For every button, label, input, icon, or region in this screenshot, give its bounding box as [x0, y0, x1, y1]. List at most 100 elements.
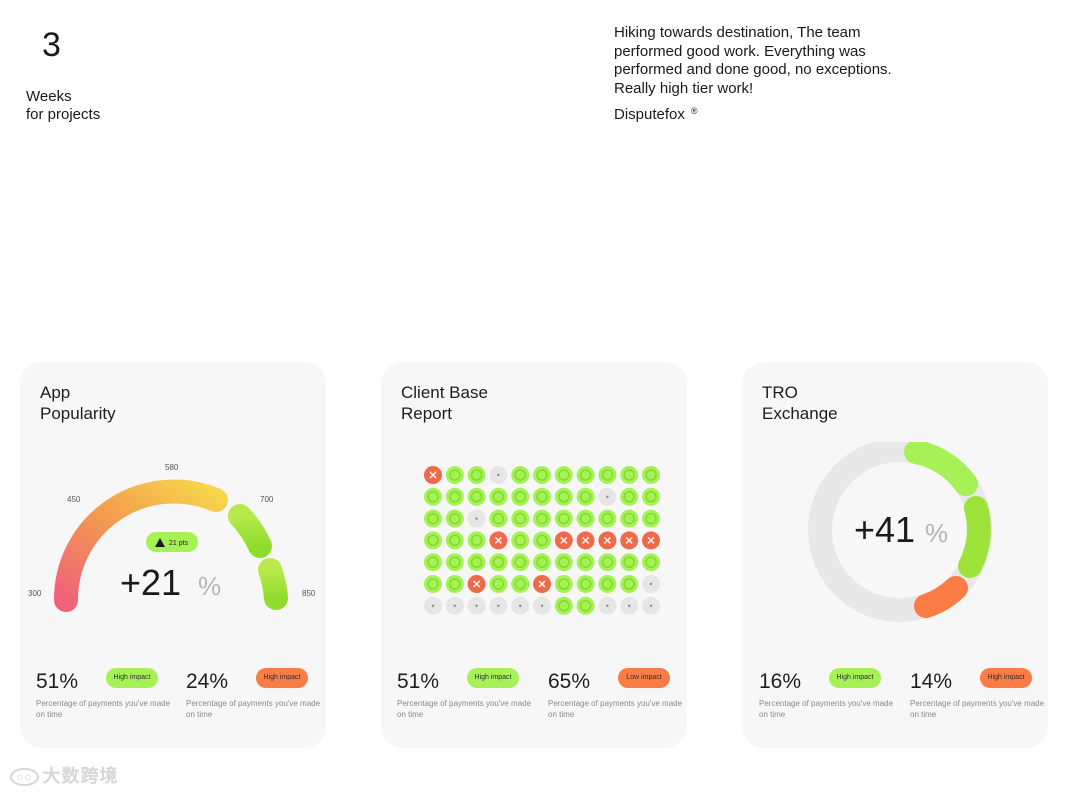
client-dot — [620, 509, 639, 528]
client-dot — [576, 596, 595, 615]
gauge-tick-850: 850 — [302, 589, 316, 598]
client-dot — [445, 553, 464, 572]
close-icon — [576, 531, 595, 550]
client-dot — [620, 466, 639, 484]
metric-description: Percentage of payments you've made on ti… — [548, 699, 683, 719]
testimonial-brand: Disputefox ® — [614, 106, 698, 123]
client-dot — [533, 509, 551, 528]
metric-value: 51% — [397, 670, 440, 693]
client-dot — [445, 466, 464, 484]
watermark-text: 大数跨境 — [42, 766, 119, 786]
client-dot — [489, 596, 508, 615]
client-dot — [424, 553, 442, 572]
impact-pill: High impact — [829, 668, 881, 688]
metric-value: 24% — [186, 670, 229, 693]
close-icon — [598, 531, 617, 550]
client-dot — [642, 575, 660, 593]
client-dot — [576, 487, 595, 506]
client-dot — [642, 487, 660, 506]
client-dot — [511, 575, 530, 593]
metric-value: 51% — [36, 670, 79, 693]
client-dot — [642, 596, 660, 615]
impact-pill: High impact — [106, 668, 158, 688]
gauge-active-arc — [53, 479, 228, 612]
client-dot — [424, 487, 442, 506]
metric-description: Percentage of payments you've made on ti… — [397, 699, 532, 719]
close-icon — [554, 531, 573, 550]
donut-segment-bottom — [914, 576, 968, 618]
app-popularity-card: App Popularity 300 450 580 700 850 21 pt… — [20, 362, 326, 748]
metric-value: 14% — [910, 670, 953, 693]
client-dot — [554, 487, 573, 506]
client-dot — [533, 596, 551, 615]
client-dot — [620, 487, 639, 506]
tro-exchange-card: TRO Exchange +41 % 16% High impact Perce… — [742, 362, 1048, 748]
close-icon — [467, 575, 486, 593]
client-dot — [489, 466, 508, 484]
client-dot — [598, 466, 617, 484]
client-dot — [554, 466, 573, 484]
client-dot — [489, 575, 508, 593]
client-dot — [576, 553, 595, 572]
metric-description: Percentage of payments you've made on ti… — [36, 699, 171, 719]
testimonial-quote: Hiking towards destination, The team per… — [614, 24, 892, 97]
metric-description: Percentage of payments you've made on ti… — [186, 699, 321, 719]
client-dot — [424, 531, 442, 550]
client-dot — [554, 575, 573, 593]
card-title: App Popularity — [40, 383, 116, 423]
client-dot — [642, 509, 660, 528]
client-dot — [467, 487, 486, 506]
client-dot — [598, 509, 617, 528]
client-dot — [511, 509, 530, 528]
client-dot — [554, 553, 573, 572]
client-dot — [642, 553, 660, 572]
client-dot — [511, 466, 530, 484]
watermark: ○○ 大数跨境 — [10, 762, 119, 788]
close-icon — [424, 466, 442, 484]
close-icon — [489, 531, 508, 550]
client-dot — [445, 487, 464, 506]
client-dot — [489, 487, 508, 506]
metric-value: 16% — [759, 670, 802, 693]
popularity-gauge: 300 450 580 700 850 21 pts +21 % — [28, 463, 316, 612]
gauge-tick-700: 700 — [260, 495, 274, 504]
gauge-segment-lower — [258, 558, 288, 610]
client-dot — [467, 509, 486, 528]
impact-pill: High impact — [467, 668, 519, 688]
client-dot — [511, 487, 530, 506]
client-dot — [511, 553, 530, 572]
metric-value: 65% — [548, 670, 591, 693]
client-dot — [467, 596, 486, 615]
impact-pill: High impact — [980, 668, 1032, 688]
client-dot — [554, 596, 573, 615]
metric-description: Percentage of payments you've made on ti… — [759, 699, 894, 719]
client-dot — [620, 553, 639, 572]
stat-label: Weeks for projects — [26, 88, 101, 123]
client-dot — [598, 575, 617, 593]
client-dot-grid — [424, 466, 660, 615]
gauge-value: +21 — [120, 562, 181, 603]
brand-name: Disputefox — [614, 106, 685, 123]
card-title: Client Base Report — [401, 383, 488, 423]
client-dot — [642, 466, 660, 484]
close-icon — [642, 531, 660, 550]
donut-segment-right — [958, 496, 991, 578]
client-dot — [576, 575, 595, 593]
client-base-report-card: Client Base Report 51% High impact Perce… — [381, 362, 687, 748]
client-dot — [467, 553, 486, 572]
client-dot — [424, 596, 442, 615]
close-icon — [620, 531, 639, 550]
client-dot — [445, 575, 464, 593]
client-dot — [511, 531, 530, 550]
gauge-tick-580: 580 — [165, 463, 179, 472]
close-icon — [533, 575, 551, 593]
client-dot — [598, 553, 617, 572]
client-dot — [511, 596, 530, 615]
donut-segment-top — [904, 442, 978, 496]
donut-unit: % — [925, 518, 948, 548]
client-dot — [533, 553, 551, 572]
triangle-up-icon — [155, 538, 165, 547]
client-dot — [445, 531, 464, 550]
client-dot — [576, 466, 595, 484]
client-dot — [620, 596, 639, 615]
